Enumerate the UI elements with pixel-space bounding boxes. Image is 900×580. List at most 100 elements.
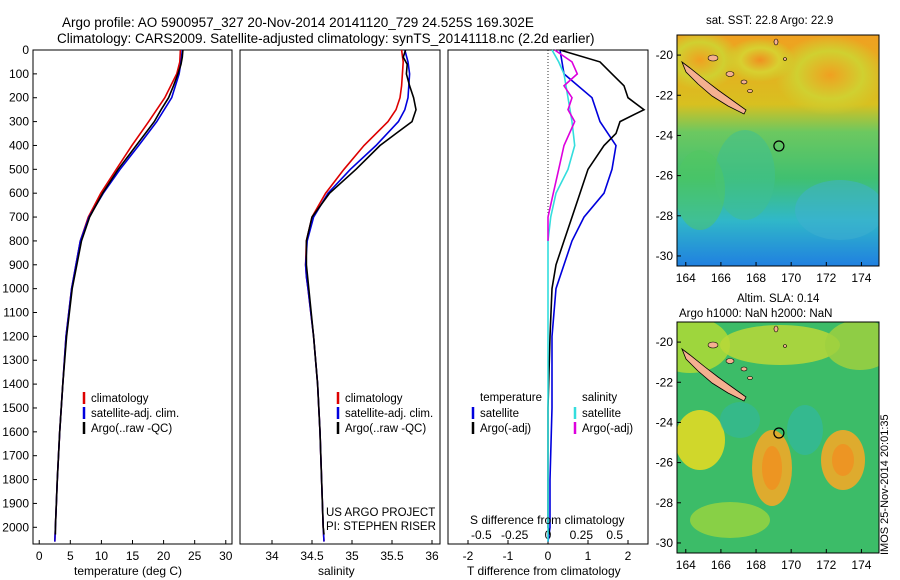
- x-tick-label: -2: [463, 549, 474, 563]
- temperature-x-axis: 0 5 10 15 20 25 30: [36, 540, 233, 563]
- legend-header-salinity: salinity: [582, 392, 617, 404]
- lon-tick-label: 164: [676, 558, 696, 572]
- lon-tick-label: 168: [746, 558, 766, 572]
- depth-tick-label: 200: [9, 91, 29, 105]
- x-tick-label: 1: [585, 549, 592, 563]
- lat-tick-label: -22: [656, 88, 674, 102]
- x-tick-label: 20: [157, 549, 171, 563]
- lat-tick-label: -26: [656, 169, 674, 183]
- depth-tick-label: 1200: [2, 329, 29, 343]
- s-tick-label: 0.5: [606, 528, 623, 542]
- sla-map: Altim. SLA: 0.14 Argo h1000: NaN h2000: …: [656, 293, 880, 572]
- lon-tick-label: 174: [851, 271, 871, 285]
- lon-tick-label: 166: [711, 558, 731, 572]
- s-tick-label: -0.5: [471, 528, 492, 542]
- sla-map-frame: [676, 321, 880, 554]
- sst-field: [677, 35, 879, 266]
- depth-tick-label: 0: [22, 43, 29, 57]
- legend-label-climatology: climatology: [91, 393, 149, 405]
- x-tick-label: 35: [345, 549, 359, 563]
- sst-map-frame: [676, 34, 880, 267]
- lon-tick-label: 170: [781, 558, 801, 572]
- pi-annotation: PI: STEPHEN RISER: [326, 521, 436, 533]
- depth-tick-label: 1000: [2, 282, 29, 296]
- sla-field: [677, 322, 879, 553]
- series-line-climatology: [304, 49, 405, 542]
- legend-label-t-argo: Argo(-adj): [480, 423, 531, 435]
- salinity-plot-frame: [239, 49, 441, 545]
- temperature-x-label: temperature (deg C): [74, 564, 182, 578]
- temperature-series: [54, 49, 184, 542]
- argo-float-marker: [773, 427, 785, 439]
- x-tick-label: 2: [625, 549, 632, 563]
- depth-tick-label: 400: [9, 138, 29, 152]
- series-line-argo-adj-: [547, 49, 646, 535]
- depth-tick-label: 300: [9, 115, 29, 129]
- salinity-legend: climatology satellite-adj. clim. Argo(..…: [336, 392, 433, 435]
- series-line-argo-adj-: [547, 49, 579, 241]
- x-tick-label: 25: [188, 549, 202, 563]
- x-tick-label: -1: [503, 549, 514, 563]
- s-difference-label: S difference from climatology: [470, 513, 625, 527]
- sla-map-title: Altim. SLA: 0.14: [737, 293, 820, 305]
- x-tick-label: 0: [545, 549, 552, 563]
- series-line-argo-raw-qc-: [54, 49, 184, 535]
- lon-tick-label: 164: [676, 271, 696, 285]
- legend-label-argo: Argo(..raw -QC): [91, 423, 172, 435]
- legend-label-argo: Argo(..raw -QC): [345, 423, 426, 435]
- lat-tick-label: -22: [656, 375, 674, 389]
- series-line-argo-raw-qc-: [305, 49, 417, 535]
- x-tick-label: 34: [265, 549, 279, 563]
- lat-tick-label: -24: [656, 128, 674, 142]
- lon-tick-label: 172: [816, 558, 836, 572]
- x-tick-label: 36: [425, 549, 439, 563]
- s-tick-label: 0.25: [570, 528, 594, 542]
- temperature-panel: 0100200300400500600700800900100011001200…: [2, 43, 232, 578]
- depth-tick-label: 1300: [2, 353, 29, 367]
- sla-map-subtitle: Argo h1000: NaN h2000: NaN: [679, 308, 832, 320]
- depth-tick-label: 700: [9, 210, 29, 224]
- sst-map: sat. SST: 22.8 Argo: 22.9 164 166 168 170 17…: [656, 15, 880, 285]
- depth-tick-label: 500: [9, 162, 29, 176]
- depth-tick-label: 1900: [2, 496, 29, 510]
- depth-tick-label: 600: [9, 186, 29, 200]
- salinity-x-axis: 34 34.5 35 35.5 36: [265, 540, 439, 563]
- x-tick-label: 15: [126, 549, 140, 563]
- depth-tick-label: 1500: [2, 401, 29, 415]
- salinity-panel: 34 34.5 35 35.5 36 climatology satellite-adj…: [239, 49, 441, 578]
- legend-label-satellite: satellite-adj. clim.: [91, 408, 179, 420]
- lat-tick-label: -28: [656, 496, 674, 510]
- temperature-plot-frame: [32, 49, 233, 545]
- header-line2: Climatology: CARS2009. Satellite-adjuste…: [57, 31, 595, 46]
- legend-label-satellite: satellite-adj. clim.: [345, 408, 433, 420]
- t-difference-label: T difference from climatology: [467, 564, 621, 578]
- project-annotation: US ARGO PROJECT: [326, 507, 435, 519]
- depth-tick-label: 1100: [3, 306, 29, 320]
- difference-x-axis: -2 -1 0 1 2-0.5 -0.25 0 0.25 0.5: [463, 528, 632, 563]
- lon-tick-label: 166: [711, 271, 731, 285]
- sst-map-axes: 164 166 168 170 172 174 -20 -22 -24 -26 -28 -30: [656, 48, 872, 285]
- lat-tick-label: -28: [656, 209, 674, 223]
- x-tick-label: 34.5: [300, 549, 324, 563]
- lon-tick-label: 174: [851, 558, 871, 572]
- lat-tick-label: -30: [656, 536, 674, 550]
- depth-tick-label: 900: [9, 258, 29, 272]
- lon-tick-label: 172: [816, 271, 836, 285]
- difference-panel: -2 -1 0 1 2-0.5 -0.25 0 0.25 0.5 temperature sal…: [447, 49, 649, 578]
- x-tick-label: 10: [95, 549, 109, 563]
- lon-tick-label: 170: [781, 271, 801, 285]
- depth-tick-label: 1600: [2, 425, 29, 439]
- x-tick-label: 35.5: [380, 549, 404, 563]
- salinity-x-label: salinity: [318, 564, 355, 578]
- salinity-series: [304, 49, 417, 542]
- legend-header-temperature: temperature: [480, 392, 542, 404]
- depth-tick-label: 1700: [2, 449, 29, 463]
- lat-tick-label: -20: [656, 48, 674, 62]
- lat-tick-label: -26: [656, 456, 674, 470]
- depth-tick-label: 1400: [2, 377, 29, 391]
- difference-legend: temperature salinity satellite Argo(-adj…: [471, 392, 633, 435]
- series-line-climatology: [54, 49, 182, 542]
- depth-tick-label: 2000: [2, 520, 29, 534]
- legend-label-s-satellite: satellite: [582, 408, 621, 420]
